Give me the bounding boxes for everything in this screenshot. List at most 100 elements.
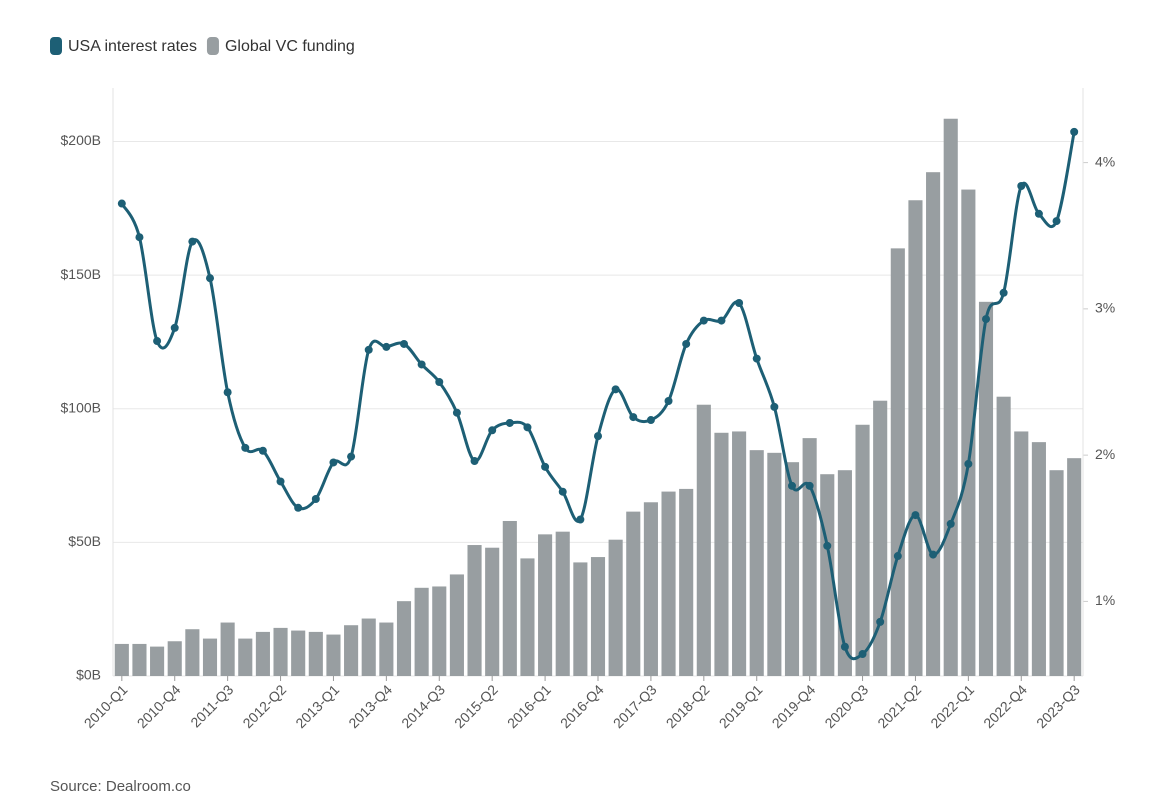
line-point: [452, 408, 461, 417]
line-point: [876, 617, 885, 626]
y-tick-label: $100B: [61, 399, 101, 415]
bar: [802, 438, 817, 676]
x-tick-label: 2010-Q1: [81, 681, 131, 731]
y2-tick-label: 1%: [1095, 592, 1115, 608]
bar: [414, 587, 429, 676]
bar: [185, 629, 200, 676]
line-point: [858, 650, 867, 659]
legend-swatch: [206, 37, 219, 55]
line-point: [276, 477, 285, 486]
legend-label: Global VC funding: [225, 38, 355, 55]
line-point: [541, 462, 550, 471]
bar: [326, 634, 341, 676]
line-point: [558, 487, 567, 496]
bar: [361, 618, 376, 676]
bar: [291, 630, 306, 676]
bar: [449, 574, 464, 676]
bar: [114, 643, 129, 676]
line-point: [752, 354, 761, 363]
bar: [538, 534, 553, 676]
line-point: [699, 316, 708, 325]
bar: [220, 622, 235, 676]
bar: [926, 172, 941, 676]
bar: [908, 200, 923, 676]
line-point: [1052, 217, 1061, 226]
line-point: [417, 360, 426, 369]
bar: [1067, 458, 1082, 676]
bar: [890, 248, 905, 676]
line-point: [523, 423, 532, 432]
y-tick-label: $50B: [68, 533, 101, 549]
line-point: [788, 481, 796, 490]
line-point: [505, 418, 514, 427]
bar: [344, 625, 359, 676]
legend-swatch: [50, 37, 62, 55]
bar: [555, 531, 570, 676]
bar: [749, 450, 764, 676]
line-point: [594, 432, 602, 441]
bar: [432, 586, 447, 676]
bar: [1014, 431, 1029, 676]
bar: [732, 431, 747, 676]
bar: [608, 539, 623, 676]
line-point: [470, 456, 479, 465]
bar: [167, 641, 182, 676]
line-point: [646, 416, 655, 425]
bar: [714, 432, 729, 676]
bar: [308, 631, 323, 676]
x-tick-label: 2010-Q4: [134, 681, 184, 731]
source-note: Source: Dealroom.co: [50, 778, 191, 795]
line-point: [946, 519, 955, 528]
y2-tick-label: 3%: [1095, 300, 1115, 316]
x-tick-label: 2022-Q1: [927, 681, 977, 731]
bar: [520, 558, 535, 676]
bar: [679, 488, 694, 676]
line-point: [294, 503, 303, 512]
line-point: [117, 199, 126, 208]
line-point: [1034, 209, 1043, 218]
line: [120, 131, 1076, 661]
line-point: [170, 323, 179, 332]
bar: [996, 396, 1011, 676]
line-point: [682, 339, 691, 348]
line-point: [223, 388, 232, 397]
bar: [784, 462, 800, 676]
bar: [643, 502, 658, 676]
bar: [978, 301, 994, 676]
line-point: [893, 552, 902, 561]
bar: [396, 601, 412, 676]
line-point: [488, 426, 497, 435]
line-point: [329, 458, 338, 467]
bar: [379, 622, 394, 676]
x-tick-label: 2011-Q3: [187, 681, 236, 730]
y2-tick-label: 2%: [1095, 446, 1115, 462]
bar: [855, 424, 870, 676]
bar: [273, 627, 288, 676]
line-point: [576, 515, 585, 524]
line-point: [805, 481, 814, 490]
line-point: [258, 446, 267, 455]
y-tick-label: $0B: [76, 667, 101, 683]
x-tick-label: 2016-Q4: [557, 681, 607, 731]
x-tick-label: 2015-Q2: [451, 681, 501, 731]
line-point: [911, 511, 920, 520]
line-point: [135, 233, 144, 242]
bar: [150, 646, 165, 676]
line-point: [364, 345, 373, 354]
x-tick-label: 2019-Q1: [716, 681, 766, 731]
bar: [626, 511, 641, 676]
x-tick-label: 2013-Q1: [292, 681, 342, 731]
bar: [573, 562, 588, 676]
line-point: [188, 237, 197, 246]
bar: [132, 643, 147, 676]
line-point: [770, 402, 779, 411]
bar: [943, 118, 958, 676]
x-tick-label: 2021-Q2: [874, 681, 924, 731]
y-tick-label: $200B: [61, 132, 101, 148]
bar: [961, 189, 976, 676]
legend-label: USA interest rates: [68, 38, 197, 55]
line-point: [241, 443, 250, 452]
line-point: [1070, 127, 1079, 136]
x-tick-label: 2012-Q2: [239, 681, 289, 731]
